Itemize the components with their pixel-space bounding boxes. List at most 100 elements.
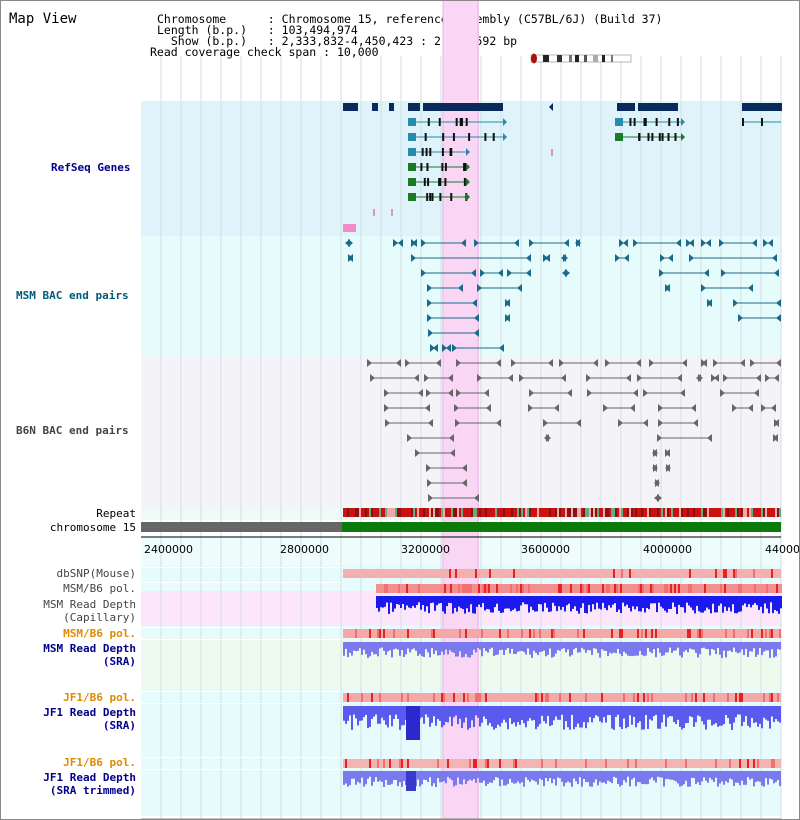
polymorphism-heat (517, 569, 519, 578)
polymorphism-heat (621, 569, 623, 578)
polymorphism-heat (703, 569, 705, 578)
read-depth-bar (397, 642, 399, 650)
polymorphism-heat (657, 569, 659, 578)
polymorphism-heat (408, 584, 410, 593)
polymorphism-heat (507, 693, 509, 702)
polymorphism-heat (451, 629, 453, 638)
msm-bac-pair (545, 254, 550, 262)
polymorphism-heat (779, 569, 781, 578)
read-depth-bar (343, 706, 345, 721)
polymorphism-heat (730, 584, 732, 593)
msm-bac-pair (411, 254, 416, 262)
repeat-feature (363, 508, 365, 517)
msm-bac-pair (772, 254, 777, 262)
polymorphism-heat (704, 584, 706, 593)
polymorphism-heat (481, 693, 483, 702)
polymorphism-heat (568, 584, 570, 593)
polymorphism-heat (409, 569, 411, 578)
read-depth-bar (764, 596, 766, 604)
read-depth-bar (479, 642, 481, 650)
polymorphism-heat (503, 569, 505, 578)
read-depth-bar (711, 771, 713, 780)
read-depth-bar (457, 642, 459, 657)
read-depth-bar (739, 706, 741, 715)
polymorphism-heat (693, 693, 695, 702)
read-depth-bar (747, 642, 749, 658)
polymorphism-heat (591, 569, 593, 578)
read-depth-bar (761, 642, 763, 656)
read-depth-bar (707, 706, 709, 720)
read-depth-bar (714, 596, 716, 613)
read-depth-bar (699, 771, 701, 786)
polymorphism-heat (645, 629, 647, 638)
polymorphism-heat (605, 629, 607, 638)
polymorphism-heat (629, 629, 631, 638)
polymorphism-heat (459, 569, 461, 578)
polymorphism-heat (555, 693, 557, 702)
b6n-bac-pair (657, 434, 662, 442)
read-depth-bar (375, 642, 377, 655)
repeat-feature (529, 508, 531, 517)
b6n-bac-pair (462, 464, 467, 472)
polymorphism-heat (375, 629, 377, 638)
read-depth-bar (381, 771, 383, 782)
read-depth-bar (541, 771, 543, 780)
gene-exon (408, 133, 416, 141)
polymorphism-heat (716, 584, 718, 593)
read-depth-bar (654, 596, 656, 604)
polymorphism-heat (707, 569, 709, 578)
polymorphism-heat (486, 584, 488, 593)
repeat-feature (501, 508, 503, 517)
read-depth-bar (517, 642, 519, 652)
polymorphism-heat (728, 584, 730, 593)
read-depth-bar (731, 706, 733, 730)
gene-exon (629, 118, 632, 126)
repeat-feature (405, 508, 407, 517)
read-depth-bar (721, 706, 723, 726)
read-depth-bar (665, 771, 667, 780)
b6n-bac-pair (426, 389, 431, 397)
polymorphism-heat (357, 629, 359, 638)
polymorphism-heat (493, 629, 495, 638)
read-depth-bar (665, 706, 667, 727)
read-depth-bar (720, 596, 722, 604)
gene-exon (438, 178, 441, 186)
polymorphism-heat (447, 629, 449, 638)
gene-exon (655, 118, 658, 126)
polymorphism-heat (703, 629, 705, 638)
repeat-feature (605, 508, 607, 517)
repeat-feature (759, 508, 761, 517)
polymorphism-heat (597, 569, 599, 578)
polymorphism-heat (433, 629, 435, 638)
polymorphism-heat (777, 759, 779, 768)
read-depth-bar (401, 706, 403, 726)
polymorphism-heat (768, 584, 770, 593)
b6n-bac-pair (691, 404, 696, 412)
read-depth-bar (746, 596, 748, 608)
polymorphism-heat (720, 584, 722, 593)
polymorphism-heat (752, 584, 754, 593)
read-depth-bar (723, 771, 725, 785)
polymorphism-heat (691, 759, 693, 768)
repeat-feature (385, 508, 387, 517)
polymorphism-heat (555, 569, 557, 578)
polymorphism-heat (753, 693, 755, 702)
polymorphism-heat (389, 569, 391, 578)
polymorphism-heat (585, 629, 587, 638)
polymorphism-heat (691, 629, 693, 638)
read-depth-bar (658, 596, 660, 603)
read-depth-bar (390, 596, 392, 603)
repeat-feature (421, 508, 423, 517)
read-depth-bar (627, 642, 629, 656)
read-depth-bar (751, 642, 753, 652)
read-depth-bar (545, 706, 547, 724)
polymorphism-heat (577, 629, 579, 638)
polymorphism-heat (592, 584, 594, 593)
polymorphism-heat (483, 759, 485, 768)
repeat-feature (613, 508, 615, 517)
gene-exon (431, 193, 434, 201)
read-depth-bar (567, 771, 569, 782)
polymorphism-heat (574, 584, 576, 593)
polymorphism-heat (657, 693, 659, 702)
